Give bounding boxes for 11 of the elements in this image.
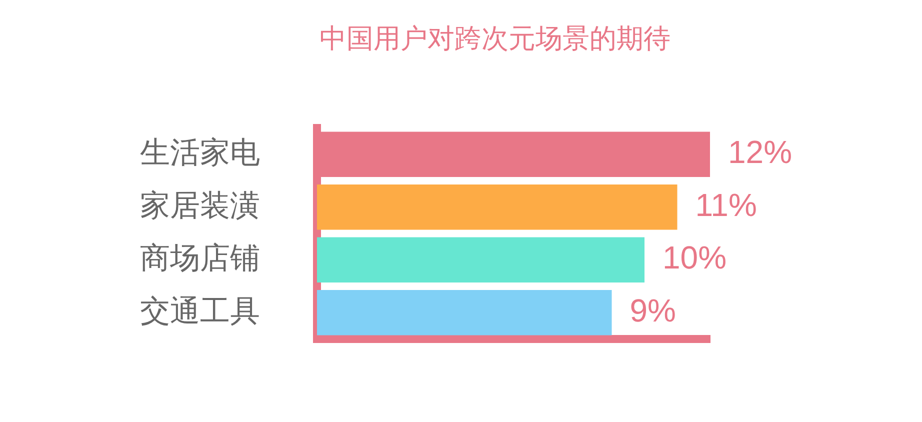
data-label: 9%: [630, 292, 676, 328]
data-label: 11%: [695, 186, 757, 223]
y-tick-label: 生活家电: [140, 136, 260, 170]
y-tick-label: 家居装潢: [140, 189, 260, 222]
y-tick-label: 交通工具: [140, 294, 260, 328]
y-tick-label: 商场店铺: [140, 242, 260, 276]
bar: [317, 184, 678, 230]
chart-title: 中国用户对跨次元场景的期待: [320, 23, 670, 54]
bar: [317, 237, 644, 283]
data-label: 12%: [728, 134, 792, 170]
data-label: 10%: [662, 240, 727, 276]
